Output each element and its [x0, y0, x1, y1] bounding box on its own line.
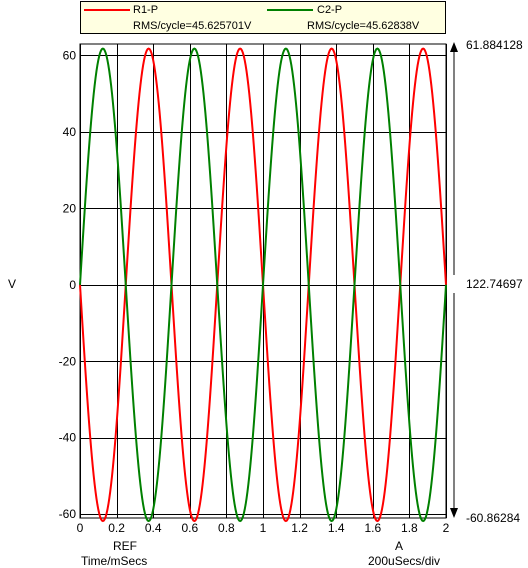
- legend-box: R1-P RMS/cycle=45.625701V C2-P RMS/cycle…: [80, 1, 446, 34]
- x-tick-label: 1.6: [364, 521, 381, 535]
- series-lines: [79, 47, 447, 523]
- legend-rms-c2: RMS/cycle=45.62838V: [307, 20, 420, 32]
- y-tick-labels: -60 -40 -20 0 20 40 60: [59, 48, 77, 521]
- legend-line-r1: [84, 9, 130, 11]
- right-scale-mid: 122.74697: [466, 277, 523, 291]
- series-line-c2: [79, 47, 447, 523]
- arrow-up-icon: [450, 42, 458, 52]
- scale-label: 200uSecs/div: [368, 554, 440, 568]
- y-tick-label: 60: [63, 48, 77, 62]
- x-tick-label: 0.2: [108, 521, 125, 535]
- right-scale-bottom: -60.86284: [466, 511, 520, 525]
- x-tick-label: 1.8: [401, 521, 418, 535]
- right-scale-top: 61.884128: [466, 38, 523, 52]
- x-axis-label: Time/mSecs: [81, 554, 147, 568]
- x-tick-labels: 0 0.2 0.4 0.6 0.8 1 1.2 1.4 1.6 1.8 2: [77, 521, 450, 535]
- y-tick-label: 40: [63, 125, 77, 139]
- legend-label-c2: C2-P: [317, 4, 343, 16]
- y-tick-label: -60: [59, 507, 77, 521]
- y-axis-label: V: [8, 277, 16, 291]
- cursor-a-label: A: [395, 539, 403, 553]
- arrow-down-icon: [450, 508, 458, 518]
- ref-label: REF: [113, 539, 137, 553]
- y-tick-label: 0: [69, 278, 76, 292]
- x-tick-label: 0.6: [181, 521, 198, 535]
- legend-line-c2: [267, 9, 313, 11]
- x-tick-label: 0: [77, 521, 84, 535]
- x-tick-label: 1: [260, 521, 267, 535]
- y-tick-label: 20: [63, 201, 77, 215]
- x-tick-label: 2: [443, 521, 450, 535]
- y-tick-label: -20: [59, 354, 77, 368]
- legend-rms-r1: RMS/cycle=45.625701V: [133, 20, 252, 32]
- x-tick-label: 0.4: [145, 521, 162, 535]
- legend-label-r1: R1-P: [133, 4, 159, 16]
- right-scale: 61.884128 122.74697 -60.86284: [450, 38, 523, 525]
- x-tick-label: 0.8: [218, 521, 235, 535]
- x-tick-label: 1.4: [328, 521, 345, 535]
- x-tick-label: 1.2: [291, 521, 308, 535]
- y-tick-label: -40: [59, 431, 77, 445]
